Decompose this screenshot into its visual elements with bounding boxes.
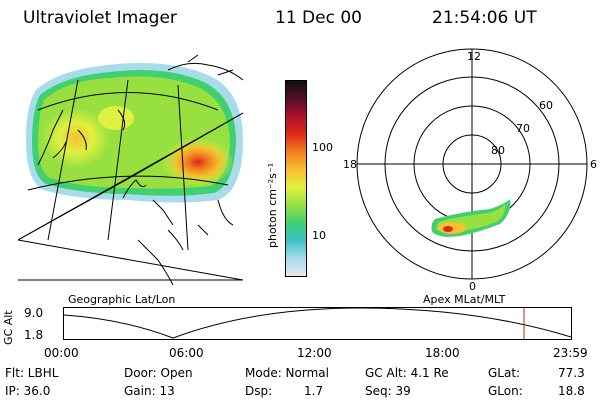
grid-lines xyxy=(18,79,244,281)
time-tick-0000: 00:00 xyxy=(44,346,79,360)
altitude-ylabel: GC Alt xyxy=(2,310,15,345)
mlat-label-60: 60 xyxy=(539,99,553,112)
time-label: 21:54:06 UT xyxy=(432,8,537,28)
altitude-curve xyxy=(63,307,572,339)
polar-plot: 12 18 6 0 60 70 80 xyxy=(343,48,597,293)
mlat-label-70: 70 xyxy=(516,122,530,135)
coastlines xyxy=(37,54,244,285)
dsp-value: 1.7 xyxy=(304,384,324,398)
altitude-plot xyxy=(63,307,572,340)
polar-aurora xyxy=(431,199,511,237)
mlat-label-80: 80 xyxy=(491,144,505,157)
filter-info: Flt: LBHL xyxy=(5,366,59,380)
mlt-label-18: 18 xyxy=(343,158,357,171)
altitude-ymin: 1.8 xyxy=(24,328,44,342)
mlt-label-6: 6 xyxy=(590,158,597,171)
time-tick-1200: 12:00 xyxy=(297,346,332,360)
door-info: Door: Open xyxy=(124,366,193,380)
polar-label: Apex MLat/MLT xyxy=(423,293,506,306)
glon-label: GLon: xyxy=(488,384,523,398)
colorbar xyxy=(285,80,307,277)
seq-info: Seq: 39 xyxy=(365,384,411,398)
instrument-title: Ultraviolet Imager xyxy=(23,8,177,28)
gc-alt-info: GC Alt: 4.1 Re xyxy=(365,366,449,380)
date-label: 11 Dec 00 xyxy=(275,8,362,28)
glat-label: GLat: xyxy=(488,366,521,380)
altitude-ymax: 9.0 xyxy=(24,306,44,320)
ip-info: IP: 36.0 xyxy=(5,384,51,398)
gain-info: Gain: 13 xyxy=(124,384,175,398)
time-tick-2359: 23:59 xyxy=(553,346,588,360)
dsp-label: Dsp: xyxy=(245,384,273,398)
geographic-map xyxy=(18,54,244,285)
altitude-frame xyxy=(63,307,572,340)
glon-value: 18.8 xyxy=(558,384,585,398)
time-tick-1800: 18:00 xyxy=(425,346,460,360)
mode-info: Mode: Normal xyxy=(245,366,329,380)
glat-value: 77.3 xyxy=(558,366,585,380)
colorbar-unit: photon cm⁻²s⁻¹ xyxy=(266,162,279,248)
colorbar-tick-100: 100 xyxy=(312,141,333,154)
mlt-label-12: 12 xyxy=(467,50,481,63)
mlt-label-0: 0 xyxy=(469,280,476,293)
map-label: Geographic Lat/Lon xyxy=(68,293,176,306)
time-tick-0600: 06:00 xyxy=(169,346,204,360)
mlat-circles xyxy=(356,48,588,280)
colorbar-tick-10: 10 xyxy=(312,229,326,242)
